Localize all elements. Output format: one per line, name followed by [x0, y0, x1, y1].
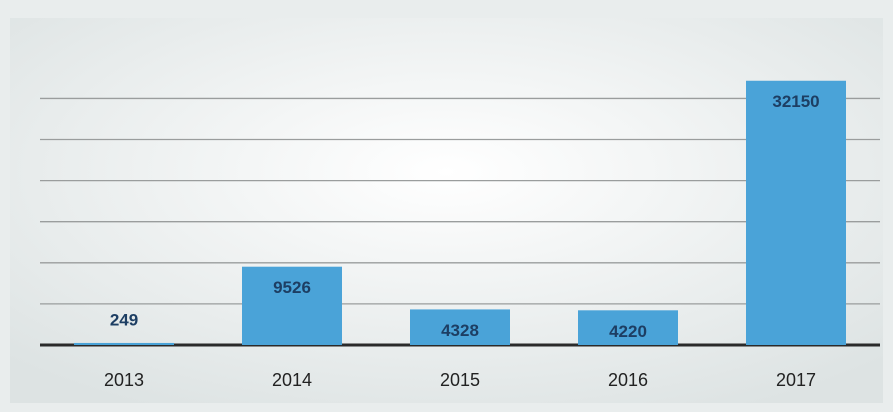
- x-tick-label: 2013: [104, 370, 144, 390]
- x-tick-label: 2014: [272, 370, 312, 390]
- data-label: 4328: [441, 321, 479, 340]
- bar: [242, 266, 342, 345]
- x-tick-label: 2017: [776, 370, 816, 390]
- data-label: 249: [110, 310, 138, 329]
- x-tick-label: 2016: [608, 370, 648, 390]
- x-tick-label: 2015: [440, 370, 480, 390]
- data-label: 4220: [609, 322, 647, 341]
- data-label: 9526: [273, 278, 311, 297]
- bar: [410, 309, 510, 345]
- data-label: 32150: [772, 92, 819, 111]
- bar: [578, 310, 678, 345]
- bar: [74, 342, 174, 345]
- bar: [746, 80, 846, 346]
